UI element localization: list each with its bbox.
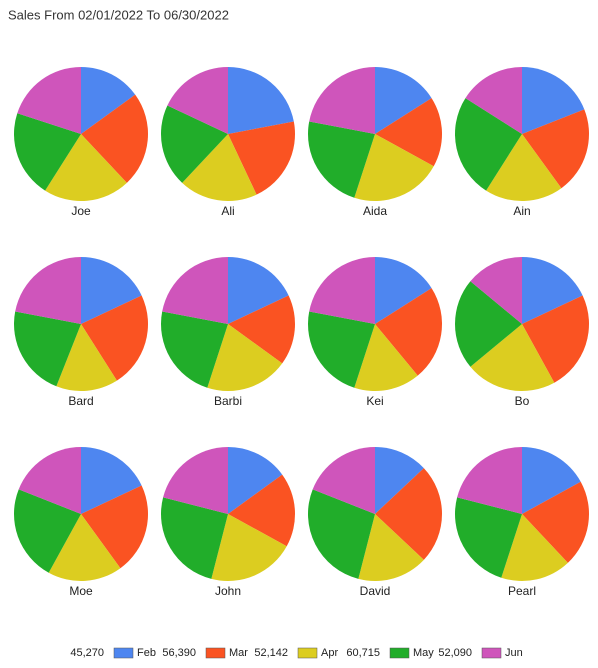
pie-slice	[375, 447, 424, 514]
pie-slice	[522, 67, 585, 134]
pie-slice	[354, 324, 418, 391]
pie-slice	[17, 67, 81, 134]
pie-slice	[81, 295, 148, 381]
legend-swatch	[297, 647, 318, 659]
pie-slice	[14, 311, 81, 387]
pie-slice	[14, 489, 81, 573]
pie-slice	[454, 281, 522, 367]
pie-slice	[211, 514, 287, 582]
pie-label: Ali	[221, 204, 234, 218]
pie-slice	[161, 311, 228, 388]
pie-slice	[81, 67, 136, 134]
pie-slice	[375, 257, 432, 324]
pie-label: Bo	[515, 394, 530, 408]
pie-slice	[160, 105, 228, 183]
legend-swatch	[389, 647, 410, 659]
pie-slice	[81, 447, 142, 514]
legend-swatch	[113, 647, 134, 659]
pie-label: Joe	[71, 204, 91, 218]
pie-label: Pearl	[508, 584, 536, 598]
pie-label: David	[360, 584, 391, 598]
pie-slice	[228, 257, 289, 324]
pie-slice	[81, 257, 142, 324]
pie-slice	[455, 497, 522, 578]
pie-slice	[15, 257, 82, 324]
pie-slice	[358, 514, 424, 581]
pie-slice	[522, 447, 581, 514]
pie-slice	[470, 324, 555, 391]
pie-slice	[308, 121, 375, 198]
pie-label: John	[215, 584, 241, 598]
pie-slice	[163, 447, 228, 514]
pie-slice	[309, 257, 375, 324]
pie-slice	[375, 98, 442, 167]
pie-slice	[18, 447, 81, 514]
pie-slice	[375, 288, 442, 376]
pie-slice	[161, 497, 228, 579]
pie-slice	[228, 67, 294, 134]
pie-slice	[375, 468, 442, 560]
pie-slice	[228, 474, 295, 547]
pie-slice	[81, 94, 148, 183]
pie-slice	[465, 67, 522, 134]
pie-slice	[354, 134, 434, 201]
pie-slice	[207, 324, 283, 391]
pie-slice	[308, 311, 375, 388]
pie-label: Moe	[69, 584, 93, 598]
pie-slice	[308, 489, 375, 579]
pie-slice	[45, 134, 127, 201]
pie-slice	[228, 121, 295, 195]
pie-slice	[162, 257, 228, 324]
pie-slice	[457, 447, 522, 514]
pie-slice	[501, 514, 568, 581]
legend-label: May	[413, 647, 434, 659]
legend-total: 52,090	[438, 647, 472, 659]
pie-slice	[375, 67, 432, 134]
pie-slice	[522, 481, 589, 563]
pie-label: Kei	[366, 394, 383, 408]
legend-total: 52,142	[254, 647, 288, 659]
legend-total: 60,715	[346, 647, 380, 659]
legend-label: Feb	[137, 647, 156, 659]
legend-swatch	[205, 647, 226, 659]
legend-total: 56,390	[162, 647, 196, 659]
pie-slice	[48, 514, 121, 581]
chart-title: Sales From 02/01/2022 To 06/30/2022	[8, 7, 229, 22]
legend-total: 45,270	[70, 647, 104, 659]
legend-label: Jun	[505, 647, 523, 659]
pie-slice	[522, 109, 589, 189]
pie-label: Barbi	[214, 394, 242, 408]
pie-slice	[81, 485, 149, 569]
pie-slice	[309, 67, 375, 134]
pie-slice	[13, 113, 81, 191]
legend-label: Apr	[321, 647, 338, 659]
pie-slice	[182, 134, 257, 201]
pie-label: Aida	[363, 204, 387, 218]
pie-slice	[312, 447, 375, 514]
pie-slice	[56, 324, 117, 391]
pie-slice	[522, 257, 583, 324]
pie-slice	[486, 134, 562, 201]
pie-label: Bard	[68, 394, 93, 408]
pie-slice	[522, 295, 589, 383]
legend-label: Mar	[229, 647, 248, 659]
pie-label: Ain	[513, 204, 530, 218]
pie-slice	[228, 447, 283, 514]
pie-slice	[470, 257, 522, 324]
pie-slice	[228, 295, 295, 364]
pie-slice	[167, 67, 228, 134]
pie-slice	[455, 98, 522, 191]
legend-swatch	[481, 647, 502, 659]
